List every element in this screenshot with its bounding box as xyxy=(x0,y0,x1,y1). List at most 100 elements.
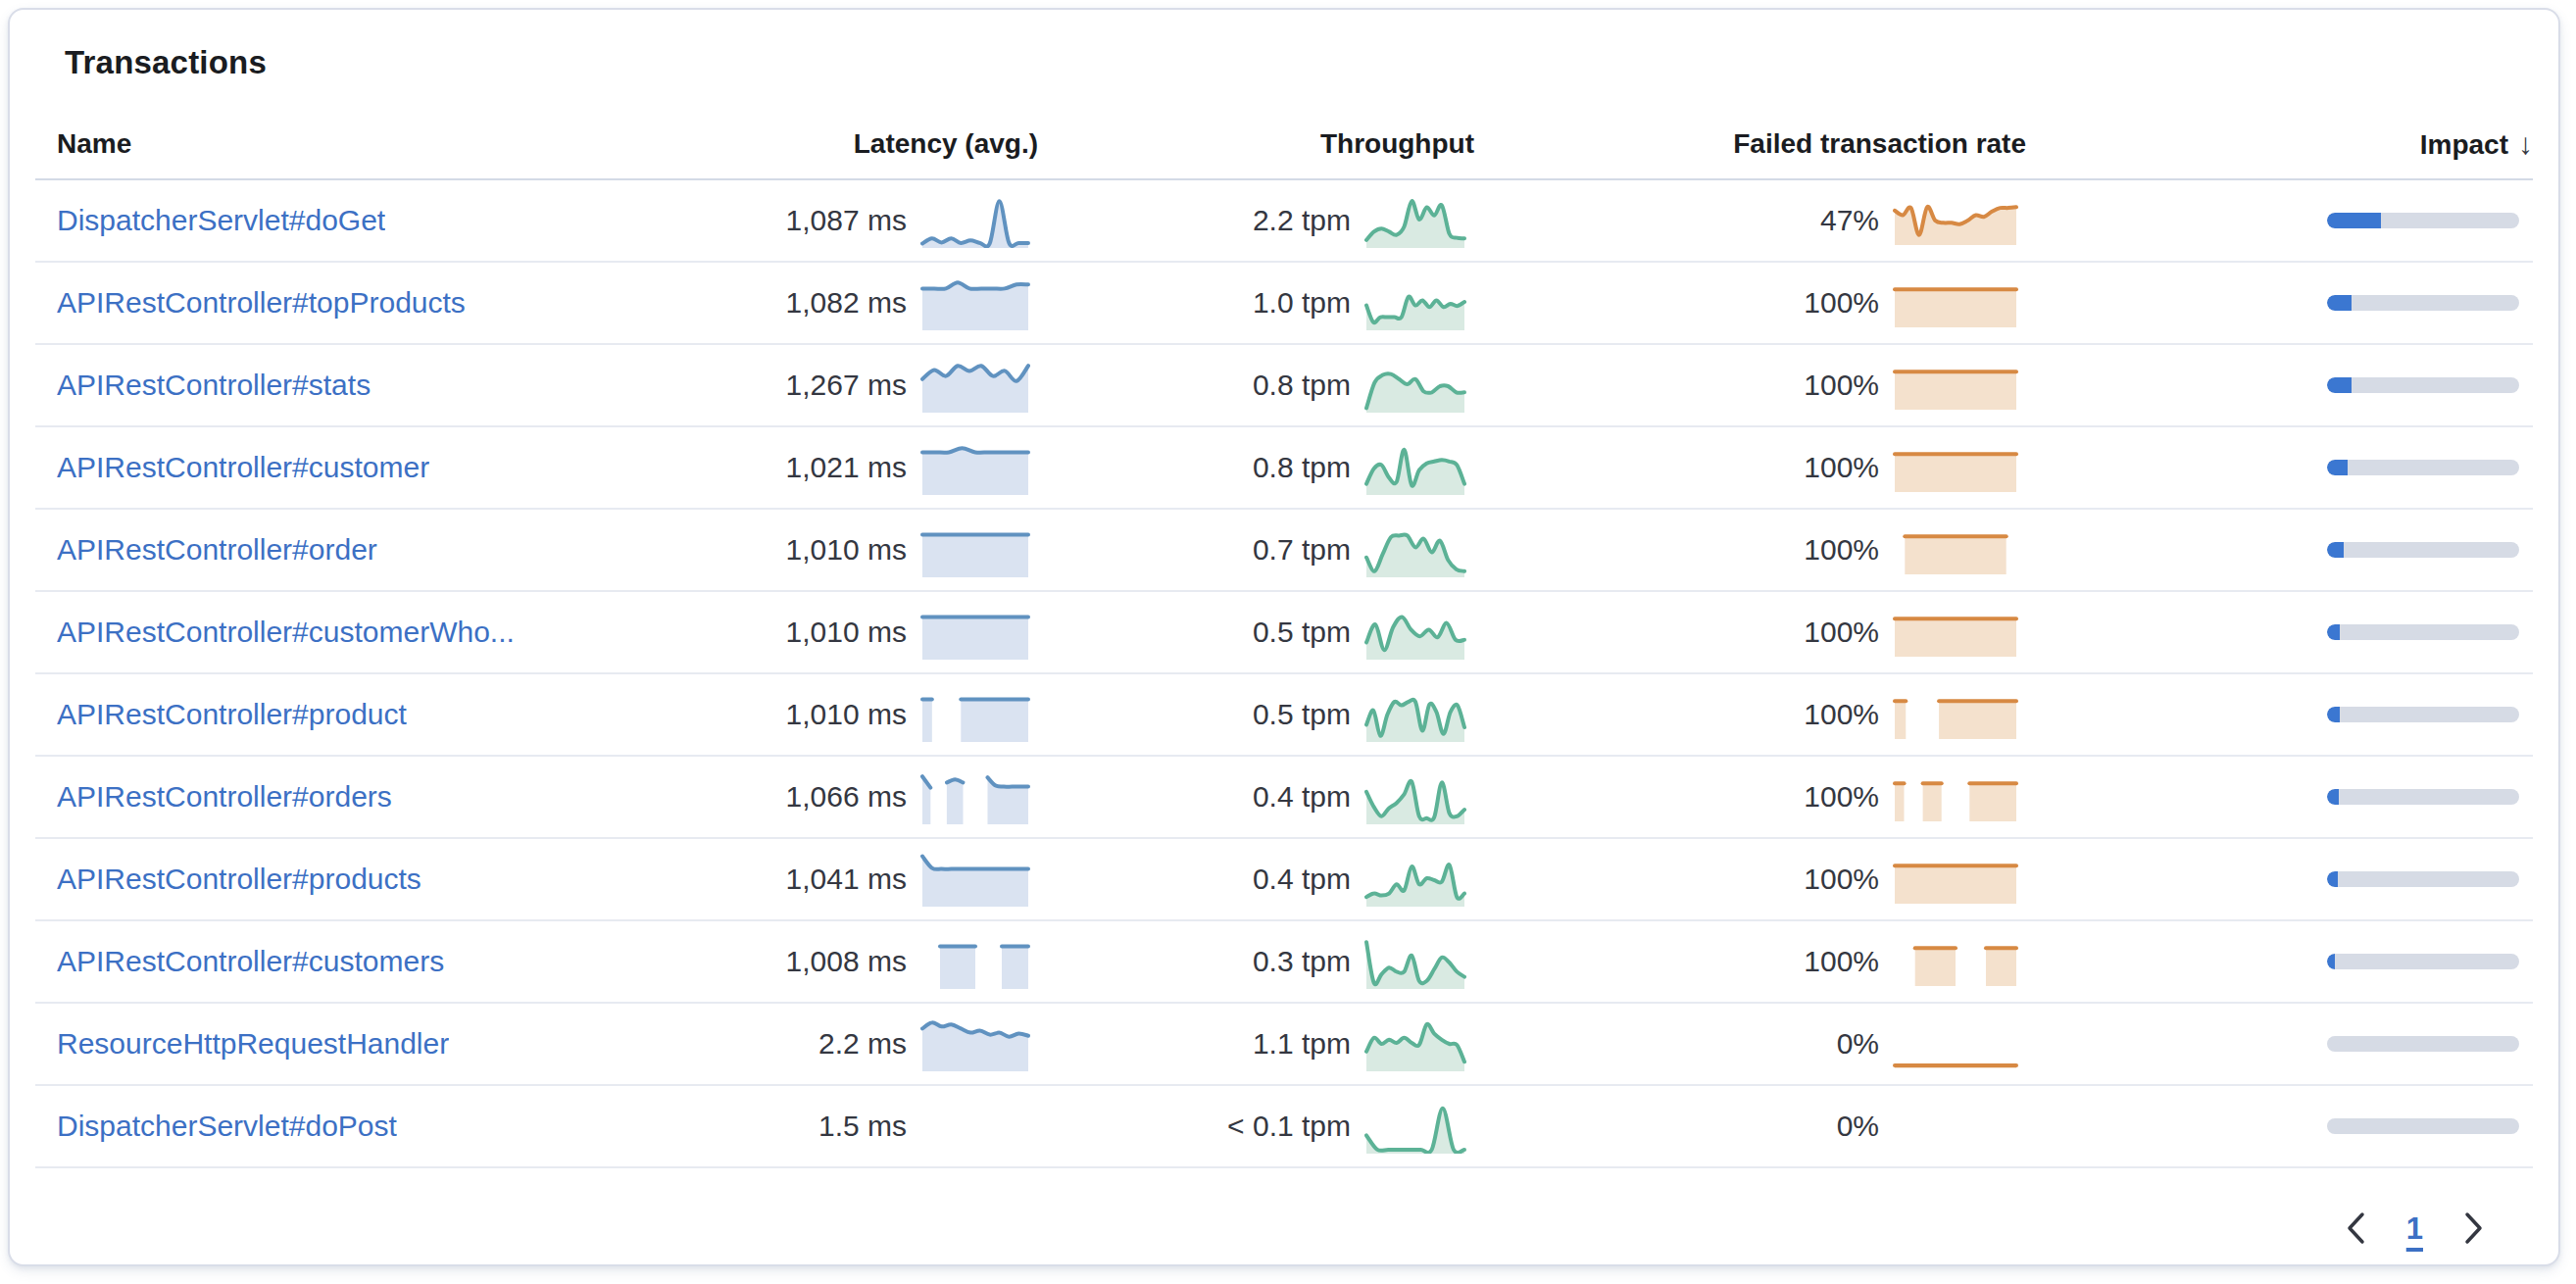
column-header-failed-rate[interactable]: Failed transaction rate xyxy=(1733,128,2026,160)
transaction-link[interactable]: APIRestController#order xyxy=(57,533,377,567)
latency-value: 1,010 ms xyxy=(786,616,907,649)
transaction-link[interactable]: DispatcherServlet#doPost xyxy=(57,1110,397,1143)
impact-bar xyxy=(2327,707,2519,722)
throughput-sparkline xyxy=(1364,687,1466,742)
failed-rate-value: 100% xyxy=(1804,286,1879,320)
transaction-link[interactable]: APIRestController#customers xyxy=(57,945,444,978)
impact-bar xyxy=(2327,542,2519,558)
transaction-link[interactable]: ResourceHttpRequestHandler xyxy=(57,1027,449,1061)
latency-cell: 2.2 ms xyxy=(744,1016,1038,1071)
impact-cell xyxy=(2026,624,2533,640)
next-page-button[interactable] xyxy=(2458,1207,2488,1253)
latency-value: 2.2 ms xyxy=(818,1027,907,1061)
latency-value: 1,010 ms xyxy=(786,533,907,567)
column-header-latency[interactable]: Latency (avg.) xyxy=(854,128,1038,160)
table-row: APIRestController#customers 1,008 ms 0.3… xyxy=(35,921,2533,1004)
throughput-value: 2.2 tpm xyxy=(1253,204,1351,237)
failed-rate-sparkline xyxy=(1893,608,2018,657)
transaction-link[interactable]: APIRestController#customerWho... xyxy=(57,616,515,649)
table-body: DispatcherServlet#doGet 1,087 ms 2.2 tpm… xyxy=(35,180,2533,1168)
name-cell: APIRestController#product xyxy=(35,698,744,731)
failed-rate-value: 0% xyxy=(1837,1027,1879,1061)
impact-bar-fill xyxy=(2327,377,2352,393)
failed-rate-value: 100% xyxy=(1804,369,1879,402)
name-cell: APIRestController#customers xyxy=(35,945,744,978)
throughput-cell: 0.8 tpm xyxy=(1038,358,1474,413)
throughput-value: 0.7 tpm xyxy=(1253,533,1351,567)
column-header-name[interactable]: Name xyxy=(35,128,744,160)
latency-value: 1,267 ms xyxy=(786,369,907,402)
impact-cell xyxy=(2026,377,2533,393)
impact-bar-fill xyxy=(2327,954,2335,969)
latency-cell: 1,010 ms xyxy=(744,687,1038,742)
throughput-sparkline xyxy=(1364,522,1466,577)
failed-rate-cell: 0% xyxy=(1474,1110,2026,1143)
transaction-link[interactable]: APIRestController#customer xyxy=(57,451,429,484)
transaction-link[interactable]: APIRestController#orders xyxy=(57,780,392,814)
failed-rate-cell: 100% xyxy=(1474,361,2026,410)
failed-rate-value: 100% xyxy=(1804,945,1879,978)
impact-bar-fill xyxy=(2327,460,2348,475)
transaction-link[interactable]: DispatcherServlet#doGet xyxy=(57,204,385,237)
failed-rate-sparkline xyxy=(1893,937,2018,986)
throughput-cell: 0.5 tpm xyxy=(1038,687,1474,742)
impact-bar xyxy=(2327,295,2519,311)
latency-sparkline xyxy=(920,522,1030,577)
transactions-card: Transactions Name Latency (avg.) Through… xyxy=(8,8,2560,1266)
impact-bar-fill xyxy=(2327,871,2338,887)
column-header-impact[interactable]: Impact↓ xyxy=(2420,127,2533,161)
throughput-cell: < 0.1 tpm xyxy=(1038,1099,1474,1154)
throughput-sparkline xyxy=(1364,769,1466,824)
latency-sparkline xyxy=(920,440,1030,495)
throughput-value: 0.8 tpm xyxy=(1253,451,1351,484)
chevron-right-icon xyxy=(2458,1207,2488,1253)
page-title: Transactions xyxy=(65,43,2533,82)
table-row: DispatcherServlet#doGet 1,087 ms 2.2 tpm… xyxy=(35,180,2533,263)
throughput-sparkline xyxy=(1364,193,1466,248)
failed-rate-sparkline xyxy=(1893,278,2018,327)
impact-bar xyxy=(2327,954,2519,969)
throughput-sparkline xyxy=(1364,275,1466,330)
table-row: APIRestController#topProducts 1,082 ms 1… xyxy=(35,263,2533,345)
throughput-sparkline xyxy=(1364,1099,1466,1154)
name-cell: APIRestController#stats xyxy=(35,369,744,402)
latency-cell: 1,082 ms xyxy=(744,275,1038,330)
failed-rate-value: 100% xyxy=(1804,698,1879,731)
latency-value: 1.5 ms xyxy=(818,1110,907,1143)
latency-sparkline xyxy=(920,769,1030,824)
impact-bar xyxy=(2327,624,2519,640)
latency-value: 1,010 ms xyxy=(786,698,907,731)
impact-bar xyxy=(2327,789,2519,805)
throughput-cell: 2.2 tpm xyxy=(1038,193,1474,248)
latency-value: 1,087 ms xyxy=(786,204,907,237)
latency-sparkline xyxy=(920,358,1030,413)
latency-value: 1,066 ms xyxy=(786,780,907,814)
table-row: APIRestController#customerWho... 1,010 m… xyxy=(35,592,2533,674)
transaction-link[interactable]: APIRestController#product xyxy=(57,698,407,731)
transaction-link[interactable]: APIRestController#topProducts xyxy=(57,286,466,320)
transaction-link[interactable]: APIRestController#stats xyxy=(57,369,371,402)
failed-rate-sparkline xyxy=(1893,1019,2018,1068)
previous-page-button[interactable] xyxy=(2342,1207,2371,1253)
latency-cell: 1,066 ms xyxy=(744,769,1038,824)
failed-rate-cell: 100% xyxy=(1474,443,2026,492)
transaction-link[interactable]: APIRestController#products xyxy=(57,863,421,896)
impact-cell xyxy=(2026,213,2533,228)
impact-cell xyxy=(2026,460,2533,475)
sort-desc-arrow-icon: ↓ xyxy=(2518,127,2533,160)
name-cell: APIRestController#orders xyxy=(35,780,744,814)
table-row: APIRestController#product 1,010 ms 0.5 t… xyxy=(35,674,2533,757)
impact-bar-fill xyxy=(2327,707,2340,722)
failed-rate-value: 47% xyxy=(1820,204,1879,237)
impact-bar-fill xyxy=(2327,213,2381,228)
impact-bar-fill xyxy=(2327,789,2339,805)
throughput-value: 1.1 tpm xyxy=(1253,1027,1351,1061)
table-row: APIRestController#orders 1,066 ms 0.4 tp… xyxy=(35,757,2533,839)
column-header-throughput[interactable]: Throughput xyxy=(1320,128,1474,160)
table-row: APIRestController#stats 1,267 ms 0.8 tpm… xyxy=(35,345,2533,427)
failed-rate-sparkline xyxy=(1893,772,2018,821)
latency-sparkline xyxy=(920,193,1030,248)
failed-rate-cell: 100% xyxy=(1474,937,2026,986)
table-row: APIRestController#products 1,041 ms 0.4 … xyxy=(35,839,2533,921)
page-number-current[interactable]: 1 xyxy=(2406,1211,2423,1247)
